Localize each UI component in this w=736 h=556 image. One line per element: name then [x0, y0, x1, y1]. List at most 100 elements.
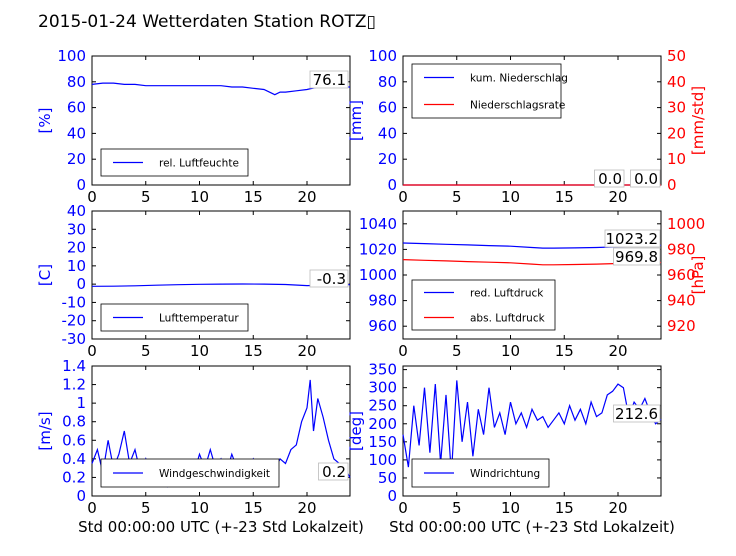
value-label-box: [613, 404, 661, 423]
y-tick-label: 0: [76, 487, 86, 505]
value-label-box: [604, 229, 661, 248]
value-label-box: [594, 169, 625, 188]
value-label: 0.2: [322, 463, 346, 481]
y-tick-label: 1.4: [62, 357, 86, 375]
series-line-1: [91, 82, 350, 96]
value-label-box: [613, 247, 661, 266]
y-tick-label: 100: [57, 47, 86, 65]
y2-axis-label: [hPa]: [689, 256, 707, 295]
x-tick-label: 10: [190, 499, 209, 517]
x-tick-label: 5: [452, 342, 462, 360]
value-label: 76.1: [313, 71, 346, 89]
y2-tick-label: 30: [667, 99, 686, 117]
y-axis-label: [%]: [36, 108, 54, 134]
value-label-box: [630, 169, 661, 188]
y-tick-label: 0: [76, 275, 86, 293]
x-tick-label: 0: [87, 188, 97, 206]
y-tick-label: 40: [67, 124, 86, 142]
x-tick-label: 15: [555, 188, 574, 206]
y-tick-label: 1: [76, 394, 86, 412]
x-tick-label: 0: [398, 188, 408, 206]
legend-label: Niederschlagsrate: [470, 100, 565, 112]
y-tick-label: 1040: [359, 215, 397, 233]
value-label: 1023.2: [606, 230, 659, 248]
y-tick-label: 1.2: [62, 376, 86, 394]
legend-label: rel. Luftfeuchte: [159, 158, 239, 170]
x-tick-label: 15: [555, 342, 574, 360]
y-axis-label: [mm]: [347, 100, 365, 141]
x-tick-label: 15: [244, 342, 263, 360]
legend-box: [100, 148, 249, 177]
y2-tick-label: 960: [667, 266, 696, 284]
y-tick-label: 0: [387, 176, 397, 194]
y-axis-label: [C]: [36, 264, 54, 286]
value-label: 969.8: [615, 248, 658, 266]
chart-panel-2: 0 5 10 15 20 0 20 40 60 80 100 0 10 20 30 40 50 [mm] [mm/s…: [347, 47, 707, 206]
x-axis-label: Std 00:00:00 UTC (+-23 Std Lokalzeit): [78, 518, 364, 536]
y-tick-label: 80: [378, 73, 397, 91]
x-tick-label: 10: [190, 188, 209, 206]
y-tick-label: 250: [368, 397, 397, 415]
y-tick-label: 300: [368, 379, 397, 397]
y-tick-label: 350: [368, 361, 397, 379]
y2-tick-label: 940: [667, 292, 696, 310]
x-tick-label: 0: [398, 342, 408, 360]
y2-tick-label: 40: [667, 73, 686, 91]
legend-label: red. Luftdruck: [470, 288, 544, 300]
y-tick-label: 20: [67, 239, 86, 257]
y-tick-label: 0: [387, 487, 397, 505]
chart-panel-3: 0 5 10 15 20-30-20-10010203040[C]Lufttempera…: [36, 202, 351, 360]
x-tick-label: 10: [501, 188, 520, 206]
y-tick-label: 200: [368, 415, 397, 433]
x-tick-label: 0: [87, 499, 97, 517]
y2-tick-label: 920: [667, 317, 696, 335]
legend-box: [411, 279, 556, 331]
x-tick-label: 5: [141, 499, 151, 517]
chart-panel-1: 0 5 10 15 20 0 20 40 60 80 100 [%] rel. Luftfeuchte 7…: [36, 47, 351, 206]
value-label: -0.3: [317, 270, 346, 288]
value-label-box: [318, 462, 349, 481]
x-tick-label: 10: [501, 342, 520, 360]
y-tick-label: -20: [62, 312, 87, 330]
value-label: 0.0: [598, 170, 622, 188]
y-tick-label: 980: [368, 292, 397, 310]
x-tick-label: 20: [297, 499, 316, 517]
y-axis-label: [m/s]: [36, 411, 54, 450]
series-line-1: [91, 283, 351, 287]
y-tick-label: 100: [368, 47, 397, 65]
y2-tick-label: 10: [667, 150, 686, 168]
x-tick-label: 20: [608, 342, 627, 360]
y-tick-label: 0.8: [62, 413, 86, 431]
y-tick-label: 30: [67, 220, 86, 238]
x-tick-label: 5: [452, 499, 462, 517]
y-tick-label: 0: [76, 176, 86, 194]
x-tick-label: 20: [608, 499, 627, 517]
y-tick-label: 0.2: [62, 468, 86, 486]
y-tick-label: 150: [368, 433, 397, 451]
x-tick-label: 15: [244, 499, 263, 517]
y-tick-label: 1020: [359, 240, 397, 258]
x-tick-label: 15: [555, 499, 574, 517]
y-tick-label: 100: [368, 451, 397, 469]
y2-tick-label: 1000: [667, 215, 705, 233]
y2-tick-label: 50: [667, 47, 686, 65]
y-tick-label: -10: [62, 293, 87, 311]
y-tick-label: -30: [62, 330, 87, 348]
x-axis-label: Std 00:00:00 UTC (+-23 Std Lokalzeit): [389, 518, 675, 536]
x-tick-label: 20: [297, 188, 316, 206]
x-tick-label: 0: [87, 342, 97, 360]
y-axis-label: [deg]: [347, 411, 365, 451]
y2-tick-label: 0: [667, 176, 677, 194]
y-tick-label: 80: [67, 73, 86, 91]
y-tick-label: 40: [378, 124, 397, 142]
chart-panel-4: 0 5 10 15 20 960 980 1000 1020 1040 920 940 960 980 10…: [359, 210, 707, 360]
y2-tick-label: 980: [667, 240, 696, 258]
value-label-box: [309, 269, 349, 288]
series-line-1: [402, 380, 662, 475]
x-tick-label: 5: [141, 188, 151, 206]
x-tick-label: 0: [398, 499, 408, 517]
y-tick-label: 60: [378, 99, 397, 117]
